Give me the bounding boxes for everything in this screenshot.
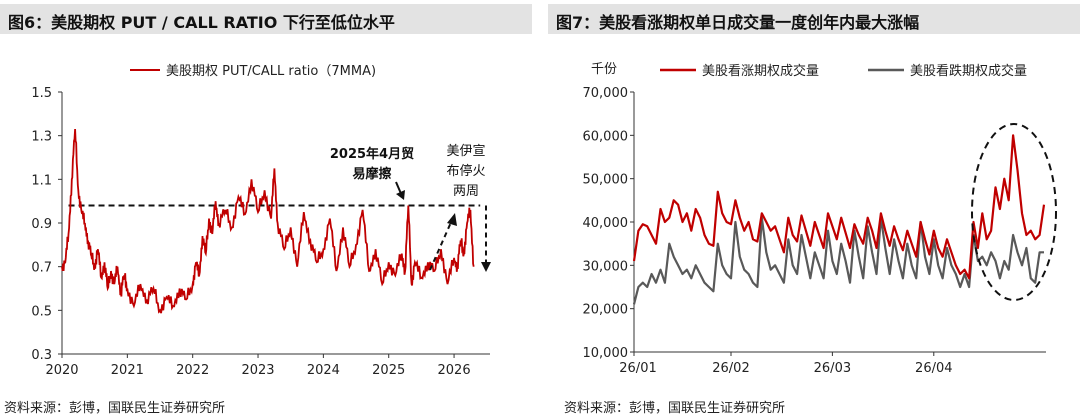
left-legend-label: 美股期权 PUT/CALL ratio（7MMA) <box>166 63 376 79</box>
left-y-tick-label: 0.9 <box>31 217 52 232</box>
right-series-line-call <box>632 134 1046 280</box>
left-annotation-down-arrowhead <box>481 262 491 272</box>
left-y-tick-label: 1.1 <box>31 173 52 188</box>
left-annotation-ceasefire-line: 布停火 <box>446 163 485 179</box>
right-y-tick-label: 20,000 <box>583 303 629 318</box>
left-x-tick-label: 2022 <box>176 363 209 378</box>
right-y-tick-label: 70,000 <box>583 86 629 101</box>
left-annotation-ceasefire-line: 美伊宣 <box>446 143 485 159</box>
right-x-tick-label: 26/03 <box>814 361 851 376</box>
right-source: 资料来源：彭博，国联民生证券研究所 <box>564 401 786 416</box>
right-x-tick-label: 26/02 <box>712 361 749 376</box>
left-annotation-trade-line1: 2025年4月贸 <box>330 146 414 162</box>
left-source: 资料来源：彭博，国联民生证券研究所 <box>4 401 226 416</box>
right-y-axis-label: 千份 <box>591 62 617 77</box>
left-chart-title: 图6：美股期权 PUT / CALL RATIO 下行至低位水平 <box>8 13 395 32</box>
right-legend-label-call: 美股看涨期权成交量 <box>702 63 819 79</box>
left-x-tick-label: 2026 <box>438 363 471 378</box>
right-title-bar: 图7：美股看涨期权单日成交量一度创年内最大涨幅 <box>548 4 1080 34</box>
left-annotation-ceasefire-line: 两周 <box>453 184 479 199</box>
right-legend-label-put: 美股看跌期权成交量 <box>910 63 1027 79</box>
right-chart-panel: 图7：美股看涨期权单日成交量一度创年内最大涨幅 千份 70,000 60,000 50… <box>548 0 1080 418</box>
left-y-tick-label: 0.7 <box>31 261 52 276</box>
left-x-tick-label: 2020 <box>45 363 78 378</box>
left-y-tick-label: 0.5 <box>31 304 52 319</box>
left-x-tick-label: 2024 <box>307 363 340 378</box>
right-x-tick-label: 26/01 <box>619 361 656 376</box>
left-x-tick-label: 2025 <box>372 363 405 378</box>
left-y-tick-label: 1.3 <box>31 130 52 145</box>
left-y-tick-label: 0.3 <box>31 348 52 363</box>
left-x-tick-label: 2021 <box>111 363 144 378</box>
left-annotation-up-arrow <box>429 219 453 271</box>
right-y-tick-label: 50,000 <box>583 173 629 188</box>
right-y-tick-label: 10,000 <box>583 346 629 361</box>
right-y-tick-label: 40,000 <box>583 216 629 231</box>
left-title-bar: 图6：美股期权 PUT / CALL RATIO 下行至低位水平 <box>0 4 532 34</box>
right-highlight-ellipse <box>971 123 1057 301</box>
left-chart-panel: 图6：美股期权 PUT / CALL RATIO 下行至低位水平 1.5 1.3 1… <box>0 0 532 418</box>
right-chart-title: 图7：美股看涨期权单日成交量一度创年内最大涨幅 <box>556 13 920 32</box>
left-annotation-trade-arrowhead <box>396 190 405 200</box>
left-annotation-trade-line2: 易摩擦 <box>352 166 391 182</box>
right-x-tick-label: 26/04 <box>915 361 952 376</box>
left-annotation-up-arrowhead <box>447 213 457 226</box>
right-y-tick-label: 30,000 <box>583 259 629 274</box>
left-x-tick-label: 2023 <box>241 363 274 378</box>
left-series-line <box>61 129 475 314</box>
right-y-tick-label: 60,000 <box>583 129 629 144</box>
left-y-tick-label: 1.5 <box>31 86 52 101</box>
right-chart-svg: 千份 70,000 60,000 50,000 40,000 30,000 20,000 10… <box>583 62 1057 376</box>
